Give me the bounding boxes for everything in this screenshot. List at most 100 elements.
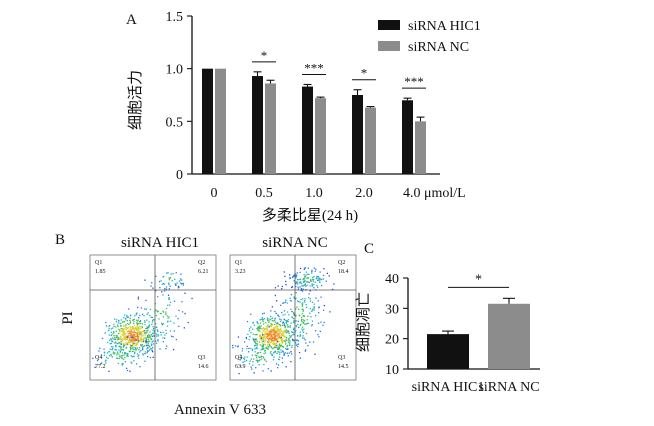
flow-dot — [130, 347, 132, 349]
flow-dot — [111, 337, 113, 339]
flow-dot — [270, 339, 272, 341]
a-sig-label-2: *** — [304, 60, 324, 75]
flow-dot — [301, 326, 304, 328]
flow-dot — [264, 327, 266, 330]
flow-dot — [271, 306, 273, 308]
flow-dot — [305, 306, 308, 308]
flow-dot — [280, 319, 282, 321]
flow-dot — [125, 339, 128, 341]
flow-dot — [260, 358, 263, 360]
flow-dot — [262, 356, 264, 358]
flow-dot — [129, 351, 131, 353]
flow-dot — [265, 346, 267, 349]
flow-dot — [261, 313, 264, 315]
flow-dot — [293, 329, 295, 331]
flow-dot — [271, 324, 273, 326]
flow-dot — [284, 275, 286, 277]
flow-dot — [304, 280, 306, 282]
a-bar-1-4 — [415, 121, 426, 174]
flow-dot — [274, 329, 276, 331]
flow-dot — [131, 331, 133, 333]
flow-dot — [151, 335, 153, 337]
flow-dot — [165, 329, 167, 332]
flow-dot — [149, 356, 152, 359]
q2-label-nc: Q2 — [338, 260, 345, 266]
flow-dot — [313, 287, 315, 289]
flow-dot — [306, 322, 308, 325]
flow-dot — [141, 340, 143, 342]
flow-dot — [312, 279, 314, 281]
flow-dot — [328, 275, 330, 277]
flow-dot — [268, 346, 270, 348]
flow-dot — [139, 333, 141, 335]
flow-dot — [107, 357, 109, 359]
flow-dot — [326, 272, 328, 274]
flow-dot — [126, 314, 128, 317]
flow-dot — [319, 277, 321, 280]
flow-dot — [329, 311, 331, 313]
flow-dot — [299, 357, 301, 359]
flow-dot — [145, 341, 147, 344]
flow-dot — [283, 310, 286, 312]
legend-label-hic1: siRNA HIC1 — [408, 19, 481, 34]
flow-dot — [144, 321, 146, 323]
flow-dot — [105, 359, 107, 361]
flow-dot — [256, 355, 258, 357]
flow-dot — [143, 340, 145, 342]
flow-dot — [271, 340, 273, 342]
q4-value-nc: 63.9 — [235, 364, 246, 370]
flow-dot — [251, 368, 253, 370]
flow-dot — [292, 333, 294, 336]
flow-dot — [130, 333, 132, 335]
flow-dot — [148, 335, 151, 337]
flow-dot — [121, 334, 123, 336]
flow-dot — [136, 353, 139, 355]
flow-dot — [262, 318, 264, 321]
flow-dot — [290, 322, 292, 324]
a-bar-1-0 — [215, 68, 226, 174]
flow-dot — [155, 309, 157, 311]
flow-dot — [162, 323, 164, 325]
flow-dot — [163, 283, 166, 285]
flow-dot — [125, 335, 128, 338]
flow-dot — [276, 337, 278, 340]
flow-dot — [301, 290, 304, 292]
flow-dot — [304, 283, 306, 285]
flow-dot — [270, 335, 273, 337]
flow-dot — [122, 349, 125, 351]
flow-dot — [168, 298, 171, 300]
flow-dot — [96, 360, 99, 362]
flow-dot — [113, 325, 115, 328]
flow-dot — [112, 346, 114, 348]
flow-dot — [246, 347, 248, 350]
flow-dot — [271, 317, 274, 319]
flow-dot — [137, 296, 140, 298]
flow-dot — [298, 326, 300, 329]
flow-dot — [320, 321, 322, 323]
flow-dot — [270, 329, 273, 331]
flow-dot — [165, 313, 167, 315]
flow-dot — [261, 317, 263, 319]
flow-dot — [260, 356, 262, 358]
flow-dot — [113, 335, 115, 337]
flow-dot — [279, 356, 281, 358]
flow-dot — [134, 340, 136, 342]
flow-dot — [124, 337, 126, 339]
flow-dot — [112, 351, 115, 353]
panel-c-bars: * — [427, 272, 530, 369]
flow-dot — [310, 280, 312, 282]
flow-dot — [273, 347, 275, 349]
flow-dot — [127, 336, 129, 338]
flow-dot — [281, 340, 283, 343]
flow-dot — [257, 327, 259, 329]
flow-dot — [269, 325, 271, 327]
flow-dot — [165, 348, 167, 350]
flow-dot — [275, 312, 277, 315]
flow-dot — [306, 284, 308, 286]
flow-dot — [309, 279, 312, 281]
flow-dot — [322, 278, 324, 280]
flow-dot — [135, 335, 137, 337]
flow-dot — [303, 278, 305, 280]
flow-dot — [301, 282, 303, 285]
flow-dot — [301, 305, 303, 307]
